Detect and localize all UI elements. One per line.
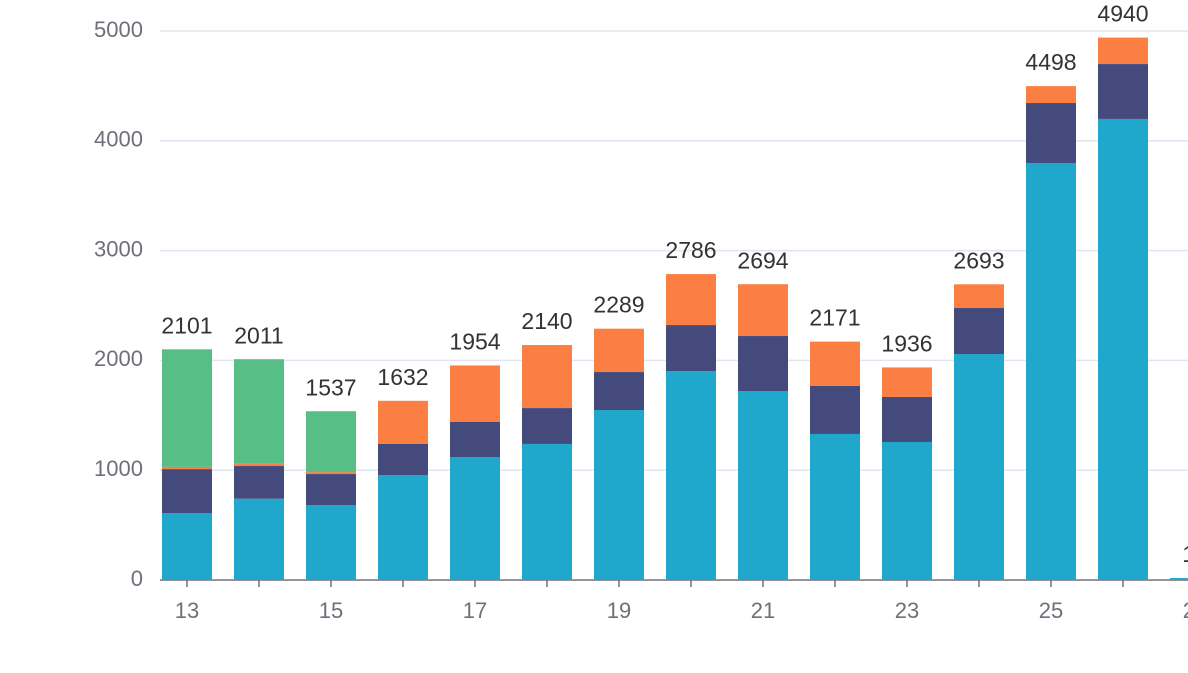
bar-segment bbox=[522, 345, 572, 409]
y-tick-label: 1000 bbox=[94, 456, 143, 481]
bar-segment bbox=[450, 457, 500, 580]
y-tick-label: 4000 bbox=[94, 127, 143, 152]
y-tick-label: 0 bbox=[131, 566, 143, 591]
bar-segment bbox=[666, 371, 716, 580]
bar-segment bbox=[378, 443, 428, 476]
bar-segment bbox=[954, 354, 1004, 580]
bar-segment bbox=[666, 274, 716, 326]
total-label: 2171 bbox=[809, 305, 860, 331]
bar-segment bbox=[738, 336, 788, 392]
x-tick-label: 21 bbox=[751, 598, 775, 623]
x-tick-label: 27 bbox=[1183, 598, 1188, 623]
bar-segment bbox=[882, 396, 932, 442]
bar-segment bbox=[306, 505, 356, 580]
bar-segment bbox=[306, 411, 356, 473]
bar-segment bbox=[738, 391, 788, 580]
bar-segment bbox=[450, 365, 500, 422]
total-label: 1936 bbox=[881, 331, 932, 357]
y-tick-label: 5000 bbox=[94, 17, 143, 42]
total-label: 18 bbox=[1182, 541, 1188, 567]
x-tick-label: 23 bbox=[895, 598, 919, 623]
total-label: 2140 bbox=[521, 308, 572, 334]
bar-segment bbox=[882, 441, 932, 580]
bar-segment bbox=[1026, 162, 1076, 580]
y-tick-label: 3000 bbox=[94, 236, 143, 261]
bar-segment bbox=[1098, 37, 1148, 65]
total-label: 2101 bbox=[161, 312, 212, 338]
bar-segment bbox=[1026, 103, 1076, 163]
bar-segment bbox=[810, 341, 860, 386]
x-tick-label: 17 bbox=[463, 598, 487, 623]
bar-segment bbox=[234, 466, 284, 499]
x-tick-label: 25 bbox=[1039, 598, 1063, 623]
bar-segment bbox=[1098, 64, 1148, 119]
bar-segment bbox=[522, 443, 572, 580]
y-tick-label: 2000 bbox=[94, 346, 143, 371]
bar-segment bbox=[594, 372, 644, 411]
x-tick-label: 19 bbox=[607, 598, 631, 623]
total-label: 4940 bbox=[1097, 1, 1148, 27]
bar-segment bbox=[810, 433, 860, 580]
total-label: 2693 bbox=[953, 247, 1004, 273]
total-label: 4498 bbox=[1025, 49, 1076, 75]
bar-segment bbox=[738, 284, 788, 337]
bar-segment bbox=[378, 400, 428, 444]
total-label: 2011 bbox=[234, 322, 283, 348]
bar-segment bbox=[594, 410, 644, 580]
total-label: 1537 bbox=[305, 374, 356, 400]
bar-segment bbox=[522, 408, 572, 444]
x-tick-label: 13 bbox=[175, 598, 199, 623]
bar-segment bbox=[162, 349, 212, 467]
bar-segment bbox=[378, 475, 428, 580]
bar-segment bbox=[306, 474, 356, 506]
bar-segment bbox=[306, 472, 356, 475]
bar-segment bbox=[162, 469, 212, 514]
bar-segment bbox=[450, 421, 500, 458]
bar-segment bbox=[1170, 578, 1188, 580]
total-label: 2786 bbox=[665, 237, 716, 263]
bar-segment bbox=[1098, 118, 1148, 580]
bar-segment bbox=[234, 359, 284, 464]
bar-segment bbox=[234, 463, 284, 467]
total-label: 1632 bbox=[377, 364, 428, 390]
bar-segment bbox=[954, 308, 1004, 355]
bar-segment bbox=[810, 385, 860, 434]
bar-segment bbox=[594, 328, 644, 373]
total-label: 1954 bbox=[449, 329, 500, 355]
x-tick-label: 15 bbox=[319, 598, 343, 623]
total-label: 2289 bbox=[593, 292, 644, 318]
bar-segment bbox=[666, 325, 716, 372]
bar-segment bbox=[1026, 86, 1076, 104]
bar-segment bbox=[162, 466, 212, 470]
bar-segment bbox=[882, 367, 932, 397]
bar-segment bbox=[954, 284, 1004, 309]
bar-segment bbox=[234, 498, 284, 580]
total-label: 2694 bbox=[737, 247, 788, 273]
bar-segment bbox=[162, 513, 212, 580]
